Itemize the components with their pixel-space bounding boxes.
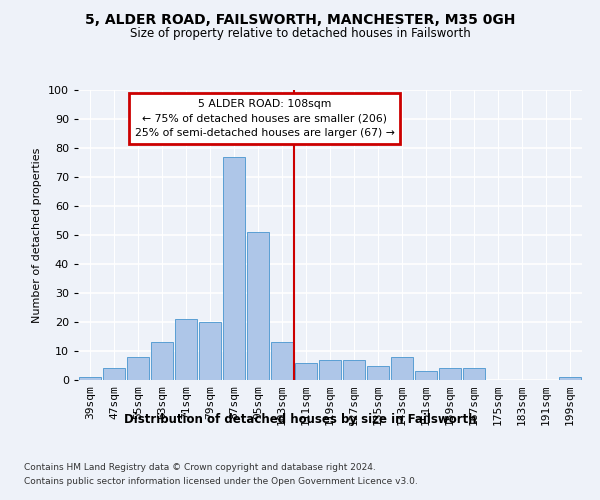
Bar (247, 232, 269, 380)
Bar (151, 342, 173, 380)
Bar (367, 366, 389, 380)
Bar (223, 156, 245, 380)
Bar (79, 377, 101, 380)
Bar (295, 362, 317, 380)
Bar (199, 322, 221, 380)
Bar (127, 357, 149, 380)
Y-axis label: Number of detached properties: Number of detached properties (32, 148, 43, 322)
Bar (175, 319, 197, 380)
Text: Contains public sector information licensed under the Open Government Licence v3: Contains public sector information licen… (24, 478, 418, 486)
Text: 5 ALDER ROAD: 108sqm
← 75% of detached houses are smaller (206)
25% of semi-deta: 5 ALDER ROAD: 108sqm ← 75% of detached h… (134, 98, 394, 138)
Text: 5, ALDER ROAD, FAILSWORTH, MANCHESTER, M35 0GH: 5, ALDER ROAD, FAILSWORTH, MANCHESTER, M… (85, 12, 515, 26)
Bar (319, 360, 341, 380)
Bar (415, 372, 437, 380)
Text: Distribution of detached houses by size in Failsworth: Distribution of detached houses by size … (124, 412, 476, 426)
Bar (271, 342, 293, 380)
Text: Contains HM Land Registry data © Crown copyright and database right 2024.: Contains HM Land Registry data © Crown c… (24, 462, 376, 471)
Bar (559, 377, 581, 380)
Bar (343, 360, 365, 380)
Text: Size of property relative to detached houses in Failsworth: Size of property relative to detached ho… (130, 28, 470, 40)
Bar (439, 368, 461, 380)
Bar (463, 368, 485, 380)
Bar (103, 368, 125, 380)
Bar (391, 357, 413, 380)
